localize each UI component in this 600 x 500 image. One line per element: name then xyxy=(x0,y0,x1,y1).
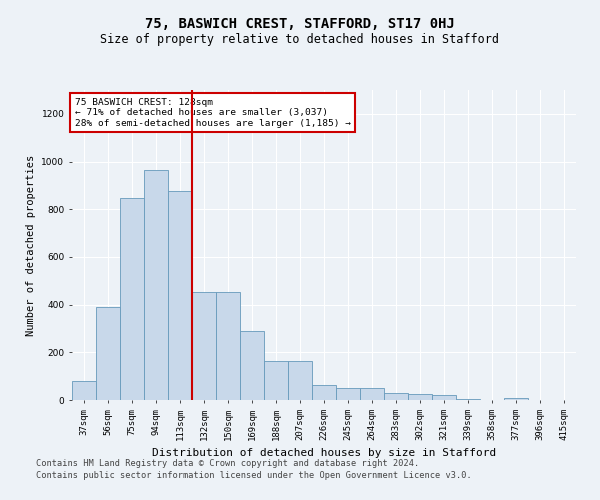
Text: Size of property relative to detached houses in Stafford: Size of property relative to detached ho… xyxy=(101,32,499,46)
Text: Contains HM Land Registry data © Crown copyright and database right 2024.: Contains HM Land Registry data © Crown c… xyxy=(36,458,419,468)
Bar xyxy=(336,388,360,400)
Text: Contains public sector information licensed under the Open Government Licence v3: Contains public sector information licen… xyxy=(36,471,472,480)
Bar xyxy=(456,399,480,400)
Bar xyxy=(384,393,408,400)
Bar xyxy=(504,398,528,400)
Bar xyxy=(312,384,336,400)
Bar xyxy=(96,307,120,400)
Bar xyxy=(168,192,192,400)
Bar xyxy=(360,388,384,400)
Bar xyxy=(264,360,288,400)
Bar xyxy=(432,395,456,400)
X-axis label: Distribution of detached houses by size in Stafford: Distribution of detached houses by size … xyxy=(152,448,496,458)
Bar xyxy=(216,292,240,400)
Text: 75, BASWICH CREST, STAFFORD, ST17 0HJ: 75, BASWICH CREST, STAFFORD, ST17 0HJ xyxy=(145,18,455,32)
Bar xyxy=(192,292,216,400)
Y-axis label: Number of detached properties: Number of detached properties xyxy=(26,154,36,336)
Bar xyxy=(144,170,168,400)
Bar xyxy=(120,198,144,400)
Bar xyxy=(240,331,264,400)
Bar xyxy=(408,394,432,400)
Bar xyxy=(72,381,96,400)
Text: 75 BASWICH CREST: 128sqm
← 71% of detached houses are smaller (3,037)
28% of sem: 75 BASWICH CREST: 128sqm ← 71% of detach… xyxy=(74,98,350,128)
Bar xyxy=(288,360,312,400)
